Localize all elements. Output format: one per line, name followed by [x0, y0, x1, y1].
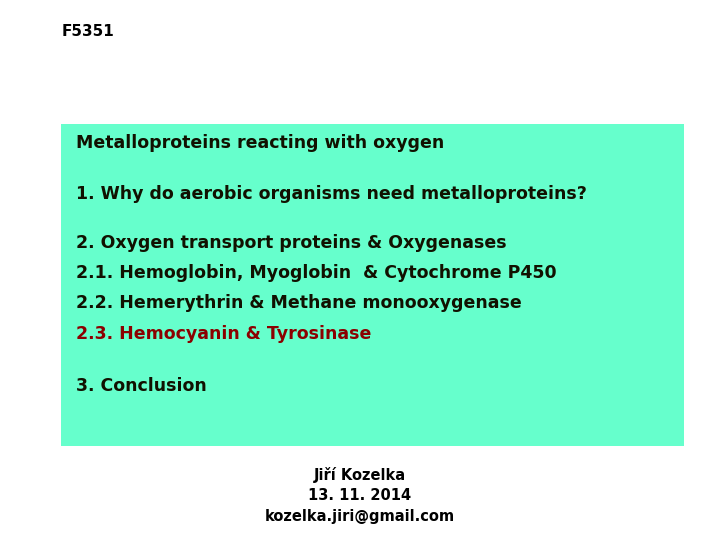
Text: 2. Oxygen transport proteins & Oxygenases: 2. Oxygen transport proteins & Oxygenase…: [76, 234, 506, 252]
FancyBboxPatch shape: [61, 124, 684, 446]
Text: Jiří Kozelka: Jiří Kozelka: [314, 467, 406, 483]
Text: 2.3. Hemocyanin & Tyrosinase: 2.3. Hemocyanin & Tyrosinase: [76, 325, 371, 343]
Text: 2.2. Hemerythrin & Methane monooxygenase: 2.2. Hemerythrin & Methane monooxygenase: [76, 294, 521, 313]
Text: kozelka.jiri@gmail.com: kozelka.jiri@gmail.com: [265, 509, 455, 524]
Text: 3. Conclusion: 3. Conclusion: [76, 377, 207, 395]
Text: F5351: F5351: [61, 24, 114, 39]
Text: Metalloproteins reacting with oxygen: Metalloproteins reacting with oxygen: [76, 134, 444, 152]
Text: 13. 11. 2014: 13. 11. 2014: [308, 488, 412, 503]
Text: 2.1. Hemoglobin, Myoglobin  & Cytochrome P450: 2.1. Hemoglobin, Myoglobin & Cytochrome …: [76, 264, 557, 282]
Text: 1. Why do aerobic organisms need metalloproteins?: 1. Why do aerobic organisms need metallo…: [76, 185, 587, 204]
